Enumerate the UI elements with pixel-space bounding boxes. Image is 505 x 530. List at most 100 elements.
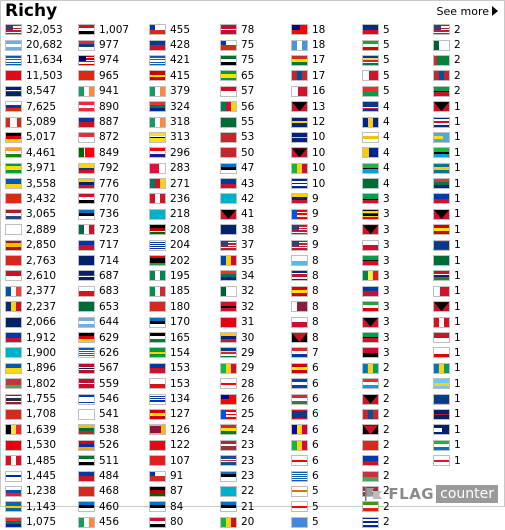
- country-row[interactable]: 8: [291, 284, 361, 299]
- country-row[interactable]: 22: [220, 484, 290, 499]
- country-row[interactable]: 91: [149, 468, 219, 483]
- see-more-link[interactable]: See more: [436, 5, 498, 18]
- country-row[interactable]: 5,089: [5, 114, 75, 129]
- country-row[interactable]: 887: [78, 114, 148, 129]
- country-row[interactable]: 20,682: [5, 37, 75, 52]
- country-row[interactable]: 32,053: [5, 22, 75, 37]
- country-row[interactable]: 236: [149, 191, 219, 206]
- country-row[interactable]: 683: [78, 284, 148, 299]
- country-row[interactable]: 170: [149, 314, 219, 329]
- country-row[interactable]: 484: [78, 468, 148, 483]
- country-row[interactable]: 2,850: [5, 237, 75, 252]
- country-row[interactable]: 29: [220, 345, 290, 360]
- country-row[interactable]: 6: [291, 376, 361, 391]
- country-row[interactable]: 4: [362, 99, 432, 114]
- country-row[interactable]: 42: [220, 191, 290, 206]
- country-row[interactable]: 2,377: [5, 284, 75, 299]
- country-row[interactable]: 6: [291, 391, 361, 406]
- country-row[interactable]: 78: [220, 22, 290, 37]
- country-row[interactable]: 6: [291, 453, 361, 468]
- country-row[interactable]: 559: [78, 376, 148, 391]
- country-row[interactable]: 872: [78, 130, 148, 145]
- country-row[interactable]: 34: [220, 268, 290, 283]
- country-row[interactable]: 1: [433, 391, 503, 406]
- country-row[interactable]: 23: [220, 438, 290, 453]
- country-row[interactable]: 12: [291, 114, 361, 129]
- country-row[interactable]: 204: [149, 237, 219, 252]
- country-row[interactable]: 3: [362, 191, 432, 206]
- country-row[interactable]: 165: [149, 330, 219, 345]
- country-row[interactable]: 11,634: [5, 53, 75, 68]
- country-row[interactable]: 2,610: [5, 268, 75, 283]
- country-row[interactable]: 1: [433, 438, 503, 453]
- country-row[interactable]: 2: [433, 68, 503, 83]
- country-row[interactable]: 2: [433, 84, 503, 99]
- country-row[interactable]: 1: [433, 345, 503, 360]
- country-row[interactable]: 4: [362, 176, 432, 191]
- country-row[interactable]: 122: [149, 438, 219, 453]
- country-row[interactable]: 415: [149, 68, 219, 83]
- country-row[interactable]: 7: [291, 345, 361, 360]
- country-row[interactable]: 1: [433, 376, 503, 391]
- country-row[interactable]: 26: [220, 391, 290, 406]
- country-row[interactable]: 1: [433, 268, 503, 283]
- country-row[interactable]: 1,896: [5, 361, 75, 376]
- country-row[interactable]: 717: [78, 237, 148, 252]
- country-row[interactable]: 1: [433, 314, 503, 329]
- country-row[interactable]: 5: [362, 53, 432, 68]
- country-row[interactable]: 770: [78, 191, 148, 206]
- country-row[interactable]: 8: [291, 330, 361, 345]
- country-row[interactable]: 24: [220, 422, 290, 437]
- country-row[interactable]: 65: [220, 68, 290, 83]
- country-row[interactable]: 1,755: [5, 391, 75, 406]
- country-row[interactable]: 10: [291, 176, 361, 191]
- country-row[interactable]: 25: [220, 407, 290, 422]
- country-row[interactable]: 30: [220, 330, 290, 345]
- country-row[interactable]: 8: [291, 268, 361, 283]
- country-row[interactable]: 526: [78, 438, 148, 453]
- country-row[interactable]: 1: [433, 422, 503, 437]
- country-row[interactable]: 2: [362, 391, 432, 406]
- country-row[interactable]: 1: [433, 191, 503, 206]
- country-row[interactable]: 456: [78, 515, 148, 530]
- country-row[interactable]: 626: [78, 345, 148, 360]
- country-row[interactable]: 153: [149, 361, 219, 376]
- country-row[interactable]: 3: [362, 207, 432, 222]
- country-row[interactable]: 154: [149, 345, 219, 360]
- country-row[interactable]: 2,889: [5, 222, 75, 237]
- country-row[interactable]: 5: [291, 484, 361, 499]
- country-row[interactable]: 23: [220, 453, 290, 468]
- country-row[interactable]: 8: [291, 299, 361, 314]
- country-row[interactable]: 11,503: [5, 68, 75, 83]
- country-row[interactable]: 1,802: [5, 376, 75, 391]
- country-row[interactable]: 35: [220, 253, 290, 268]
- country-row[interactable]: 6: [291, 361, 361, 376]
- country-row[interactable]: 2: [433, 53, 503, 68]
- country-row[interactable]: 41: [220, 207, 290, 222]
- country-row[interactable]: 653: [78, 299, 148, 314]
- country-row[interactable]: 37: [220, 237, 290, 252]
- country-row[interactable]: 9: [291, 237, 361, 252]
- country-row[interactable]: 511: [78, 453, 148, 468]
- country-row[interactable]: 1: [433, 253, 503, 268]
- country-row[interactable]: 1: [433, 176, 503, 191]
- country-row[interactable]: 468: [78, 484, 148, 499]
- country-row[interactable]: 43: [220, 176, 290, 191]
- country-row[interactable]: 3: [362, 314, 432, 329]
- country-row[interactable]: 3: [362, 237, 432, 252]
- country-row[interactable]: 3: [362, 222, 432, 237]
- country-row[interactable]: 714: [78, 253, 148, 268]
- country-row[interactable]: 218: [149, 207, 219, 222]
- country-row[interactable]: 1: [433, 161, 503, 176]
- country-row[interactable]: 776: [78, 176, 148, 191]
- country-row[interactable]: 1: [433, 99, 503, 114]
- country-row[interactable]: 29: [220, 361, 290, 376]
- country-row[interactable]: 1: [433, 407, 503, 422]
- country-row[interactable]: 318: [149, 114, 219, 129]
- country-row[interactable]: 2: [362, 361, 432, 376]
- country-row[interactable]: 1,708: [5, 407, 75, 422]
- country-row[interactable]: 8,547: [5, 84, 75, 99]
- country-row[interactable]: 31: [220, 314, 290, 329]
- country-row[interactable]: 16: [291, 84, 361, 99]
- country-row[interactable]: 1,912: [5, 330, 75, 345]
